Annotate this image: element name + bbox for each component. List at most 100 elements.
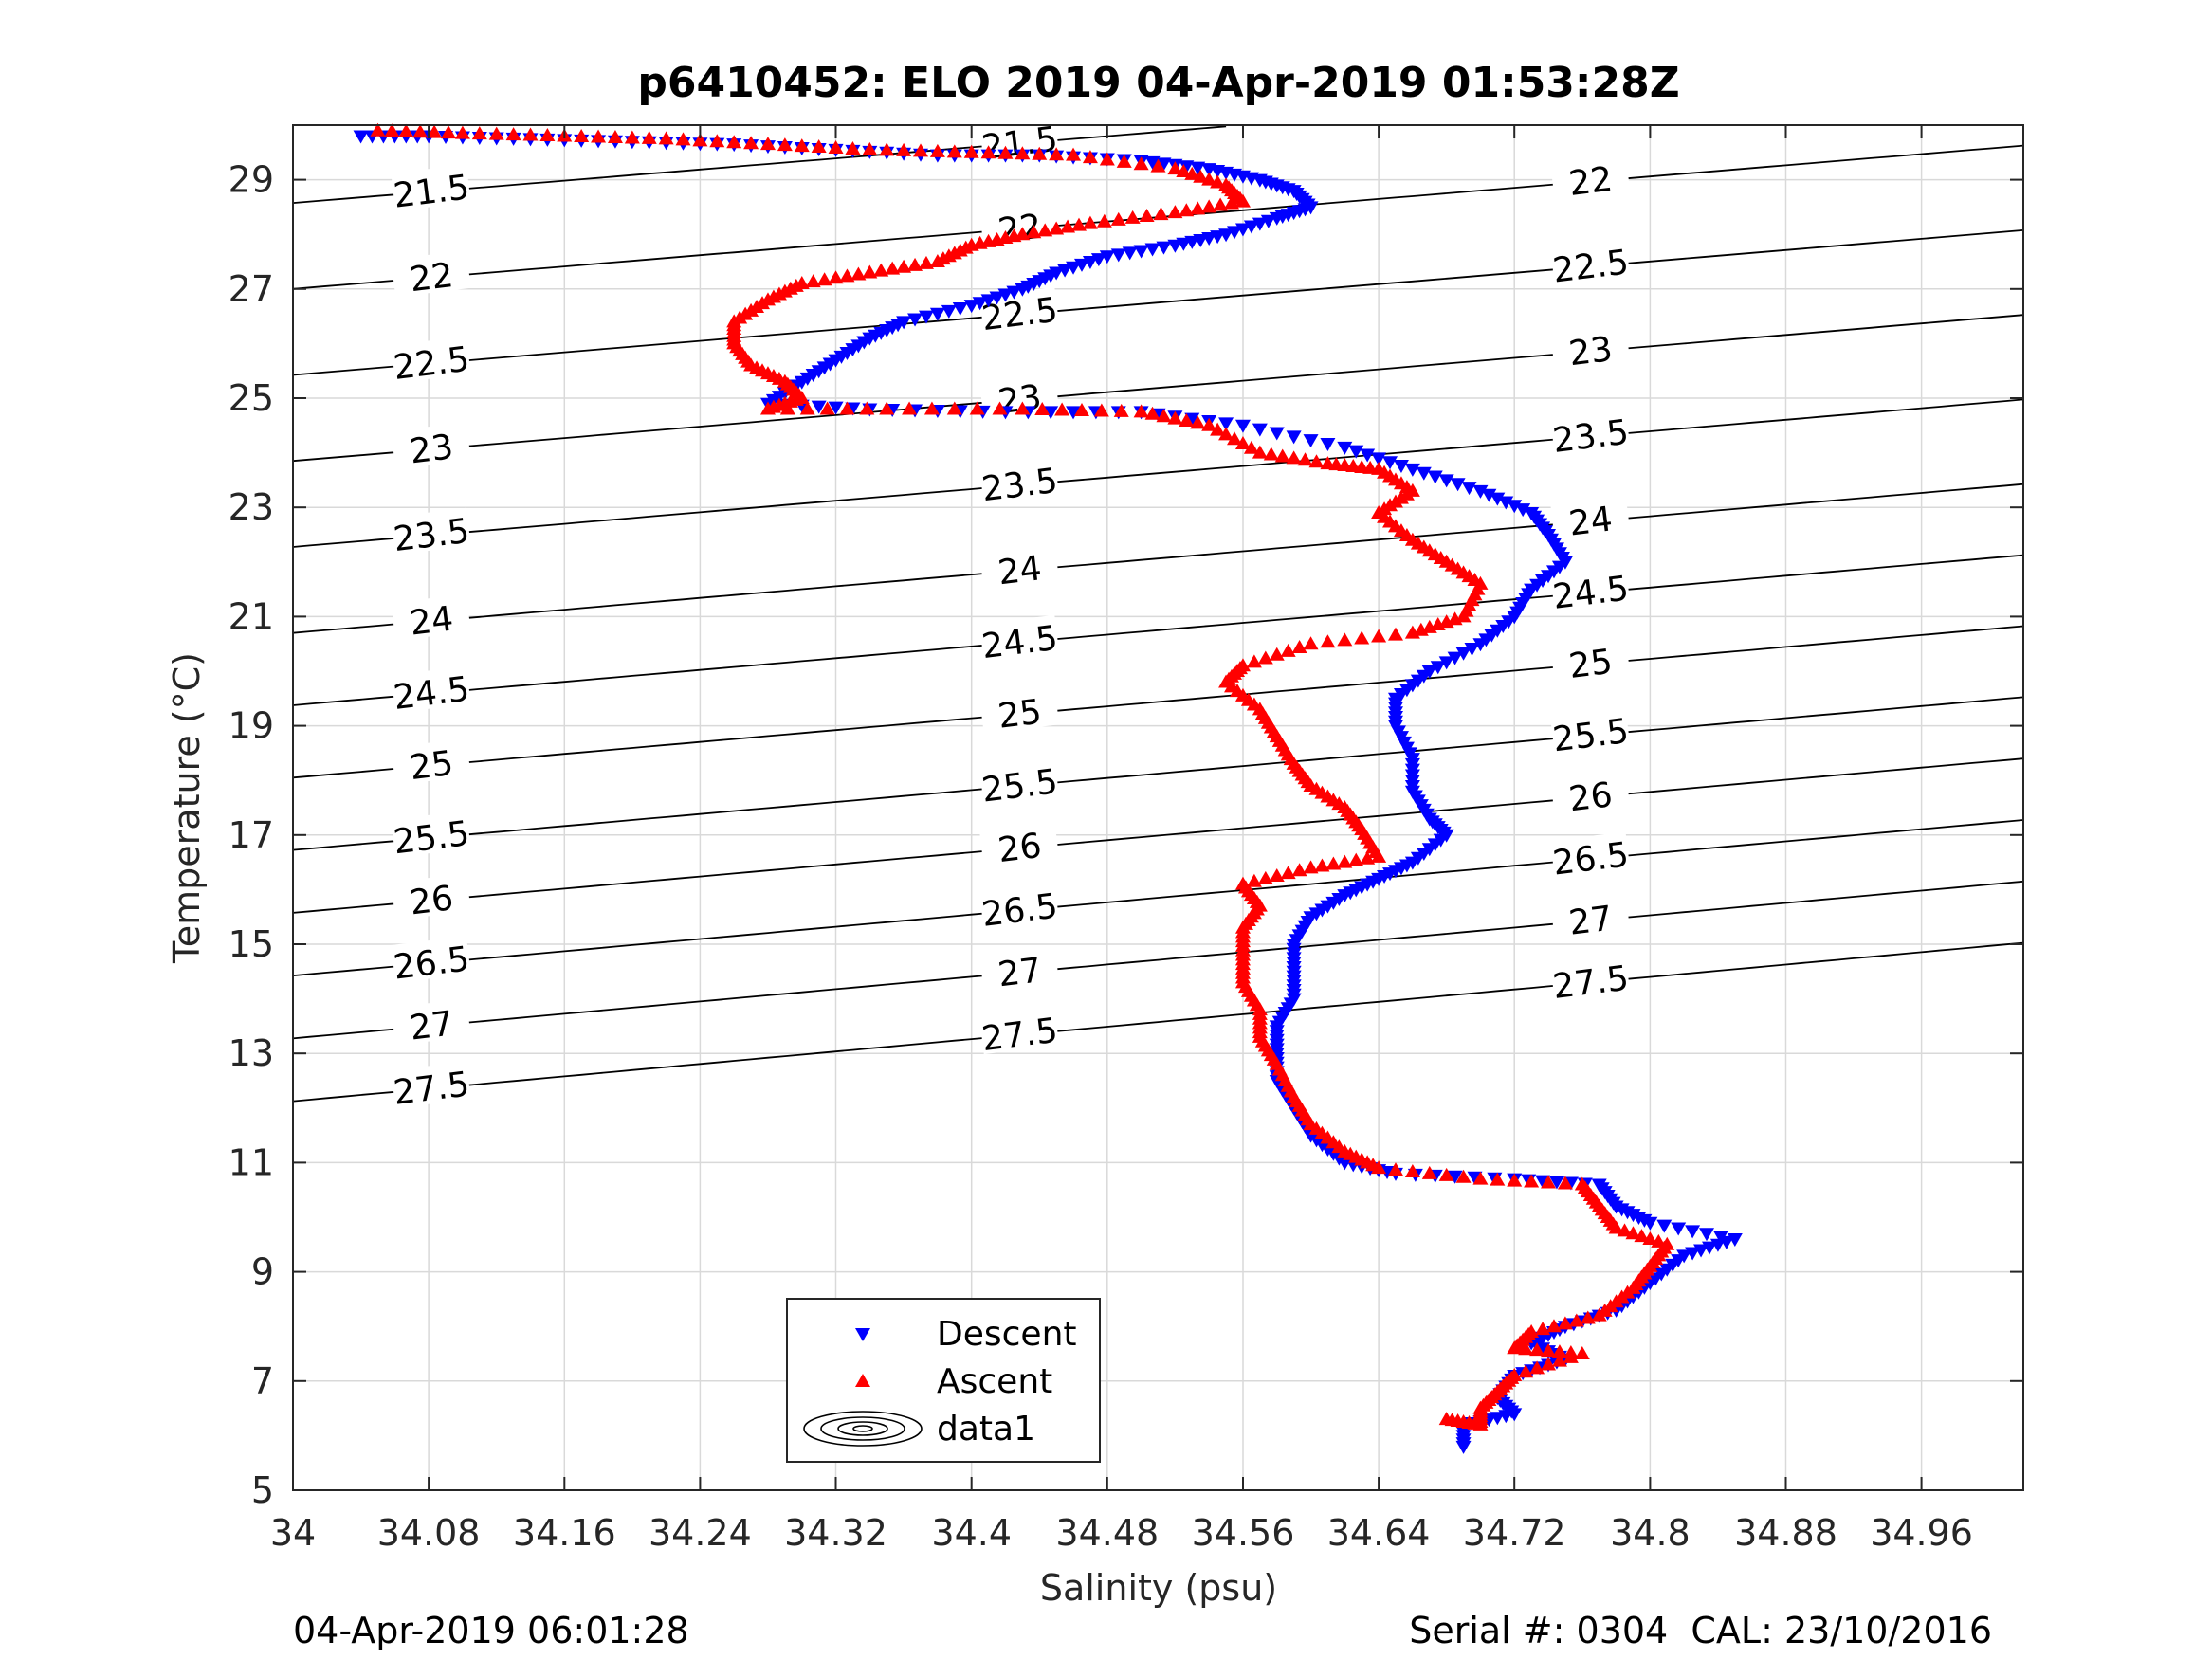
legend: Descent Ascent data1 bbox=[786, 1298, 1101, 1463]
descent-point bbox=[1515, 503, 1531, 518]
ascent-point bbox=[1360, 850, 1376, 865]
ascent-point bbox=[1257, 870, 1273, 884]
ascent-point bbox=[1541, 1343, 1557, 1358]
ascent-point bbox=[946, 144, 962, 158]
ascent-point bbox=[1529, 1360, 1545, 1375]
legend-marker-ascent bbox=[855, 1374, 870, 1387]
isopycnal-label: 25 bbox=[391, 738, 471, 788]
y-tick-label: 17 bbox=[229, 814, 274, 856]
ascent-point bbox=[1073, 402, 1089, 416]
descent-point bbox=[1303, 434, 1319, 448]
isopycnal-line bbox=[292, 314, 2024, 463]
isopycnal-label: 24 bbox=[1550, 494, 1631, 544]
ascent-point bbox=[1026, 225, 1042, 239]
ascent-point bbox=[641, 130, 657, 144]
y-tick-label: 5 bbox=[251, 1469, 274, 1511]
isopycnal-line bbox=[292, 941, 2024, 1103]
ascent-point bbox=[1234, 436, 1251, 449]
svg-text:24.5: 24.5 bbox=[1550, 569, 1631, 616]
ascent-point bbox=[839, 268, 855, 283]
ascent-point bbox=[1144, 406, 1161, 420]
isopycnal-label: 24 bbox=[391, 593, 471, 644]
ascent-point bbox=[1133, 156, 1149, 171]
isopycnal-line bbox=[292, 819, 2024, 976]
svg-text:26: 26 bbox=[1567, 775, 1615, 819]
descent-point bbox=[1144, 243, 1161, 257]
ascent-point bbox=[1320, 634, 1336, 648]
descent-point bbox=[1472, 638, 1489, 652]
ascent-point bbox=[1387, 627, 1403, 641]
descent-point bbox=[353, 130, 369, 144]
ascent-point bbox=[1201, 417, 1217, 431]
svg-text:26.5: 26.5 bbox=[392, 939, 472, 987]
x-axis-label: Salinity (psu) bbox=[1040, 1567, 1277, 1609]
isopycnal-label: 26.5 bbox=[978, 883, 1060, 935]
ascent-point bbox=[1608, 1220, 1624, 1234]
ascent-point bbox=[779, 401, 795, 415]
ascent-point bbox=[1179, 203, 1195, 217]
svg-text:25: 25 bbox=[408, 744, 455, 788]
ascent-point bbox=[1054, 402, 1070, 416]
descent-point bbox=[1430, 661, 1446, 675]
isopycnal-label: 24.5 bbox=[1550, 565, 1631, 617]
isopycnal-label: 22 bbox=[391, 250, 471, 300]
descent-point bbox=[1548, 1176, 1564, 1190]
ascent-point bbox=[1213, 197, 1229, 211]
ascent-point bbox=[794, 138, 810, 153]
isopycnal-line bbox=[292, 880, 2024, 1040]
isopycnal-label: 22.5 bbox=[1550, 239, 1631, 291]
ascent-point bbox=[1490, 1172, 1506, 1186]
y-tick-label: 7 bbox=[251, 1360, 274, 1402]
descent-point bbox=[1490, 492, 1506, 506]
x-tick-label: 34.32 bbox=[784, 1512, 887, 1554]
ascent-point bbox=[907, 257, 923, 271]
ascent-point bbox=[692, 133, 708, 147]
y-tick-label: 9 bbox=[251, 1251, 274, 1293]
descent-point bbox=[1507, 500, 1523, 514]
ascent-point bbox=[819, 401, 835, 415]
y-tick-label: 27 bbox=[229, 268, 274, 310]
isopycnal-label: 25.5 bbox=[1550, 708, 1631, 759]
descent-point bbox=[811, 400, 827, 414]
descent-point bbox=[1110, 248, 1126, 263]
isopycnal-label: 21.5 bbox=[391, 164, 471, 216]
isopycnal-label: 27 bbox=[978, 945, 1060, 994]
ascent-point bbox=[1455, 609, 1472, 623]
ascent-point bbox=[1634, 1229, 1650, 1243]
isopycnal-line bbox=[292, 483, 2024, 634]
ascent-point bbox=[1472, 1171, 1489, 1185]
ascent-point bbox=[1438, 1167, 1454, 1181]
ascent-point bbox=[1150, 158, 1166, 173]
ascent-point bbox=[1303, 860, 1319, 874]
ascent-point bbox=[1210, 174, 1226, 189]
ascent-point bbox=[1354, 630, 1370, 645]
footer-timestamp: 04-Apr-2019 06:01:28 bbox=[293, 1610, 689, 1651]
svg-text:22.5: 22.5 bbox=[1550, 243, 1631, 290]
ascent-point bbox=[997, 230, 1014, 245]
descent-point bbox=[1404, 463, 1420, 477]
isopycnal-label: 26 bbox=[978, 820, 1060, 870]
ascent-point bbox=[1274, 448, 1290, 463]
ascent-point bbox=[1210, 422, 1226, 436]
ascent-point bbox=[879, 142, 895, 156]
ascent-point bbox=[624, 130, 640, 144]
ascent-point bbox=[1037, 223, 1053, 237]
isopycnal-label: 27.5 bbox=[978, 1007, 1060, 1059]
ascent-point bbox=[709, 134, 725, 148]
ascent-point bbox=[1246, 873, 1262, 887]
legend-box bbox=[786, 1298, 1101, 1463]
ascent-point bbox=[1201, 199, 1217, 213]
descent-point bbox=[1144, 155, 1161, 170]
ascent-point bbox=[591, 129, 607, 143]
ascent-point bbox=[1507, 1173, 1523, 1187]
ascent-point bbox=[1348, 852, 1364, 866]
ascent-point bbox=[1193, 169, 1209, 183]
descent-point bbox=[1699, 1228, 1715, 1242]
descent-point bbox=[1286, 430, 1302, 445]
ascent-point bbox=[1568, 1313, 1584, 1327]
isopycnal-label: 23.5 bbox=[391, 507, 471, 559]
svg-text:27: 27 bbox=[408, 1004, 455, 1048]
isopycnal-label: 24.5 bbox=[978, 614, 1060, 666]
ascent-point bbox=[1557, 1176, 1573, 1190]
svg-text:25: 25 bbox=[996, 693, 1043, 737]
